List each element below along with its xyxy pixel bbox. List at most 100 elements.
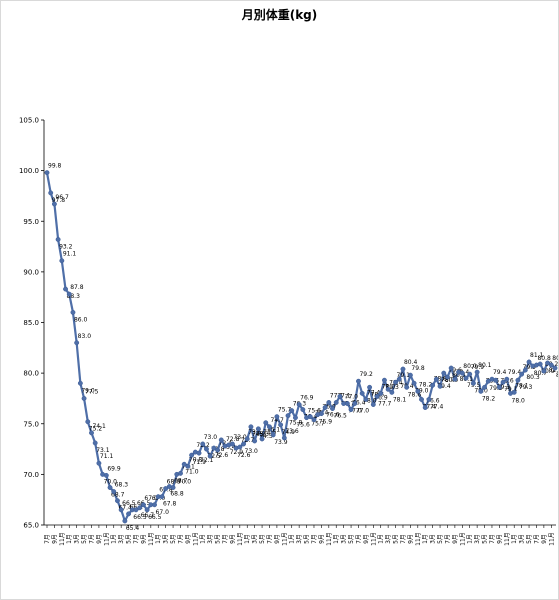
data-point xyxy=(270,432,276,438)
data-label: 70.8 xyxy=(189,456,203,463)
data-point xyxy=(289,408,295,414)
data-label: 73.0 xyxy=(204,434,218,441)
data-point xyxy=(393,379,399,385)
x-tick-label: 5月 xyxy=(170,534,177,544)
data-point xyxy=(448,365,454,371)
data-point xyxy=(244,436,250,442)
data-point xyxy=(137,505,143,511)
data-point xyxy=(248,424,254,430)
data-point xyxy=(300,407,306,413)
x-tick-label: 5月 xyxy=(126,534,133,544)
data-label: 71.1 xyxy=(100,453,114,460)
x-tick-label: 1月 xyxy=(378,534,385,544)
x-tick-label: 7月 xyxy=(88,534,95,544)
data-label: 78.7 xyxy=(441,376,455,383)
data-point xyxy=(278,422,284,428)
data-point xyxy=(85,419,91,425)
data-label: 73.5 xyxy=(248,429,262,436)
x-tick-label: 1月 xyxy=(66,534,73,544)
data-label: 80.3 xyxy=(526,374,540,381)
data-label: 71.0 xyxy=(185,468,199,475)
x-tick-label: 3月 xyxy=(341,534,348,544)
x-tick-label: 7月 xyxy=(444,534,451,544)
x-tick-label: 3月 xyxy=(252,534,259,544)
data-point xyxy=(407,372,413,378)
data-point xyxy=(259,436,265,442)
data-label: 73.0 xyxy=(245,448,259,455)
data-label: 68.6 xyxy=(167,479,181,486)
data-label: 72.9 xyxy=(230,449,244,456)
data-label: 78.2 xyxy=(482,395,496,402)
data-point xyxy=(89,430,94,436)
data-label: 72.8 xyxy=(226,436,240,443)
x-tick-label: 9月 xyxy=(96,534,103,544)
x-tick-label: 11月 xyxy=(148,532,155,546)
data-label: 75.2 xyxy=(89,426,103,433)
data-point xyxy=(367,384,373,390)
data-point xyxy=(318,411,324,417)
data-label: 76.6 xyxy=(426,398,440,405)
data-point xyxy=(445,374,450,380)
data-point xyxy=(118,507,124,513)
x-tick-label: 9月 xyxy=(318,534,325,544)
data-point xyxy=(356,378,361,384)
data-point xyxy=(126,511,132,517)
data-label: 77.0 xyxy=(348,408,362,415)
data-point xyxy=(215,447,221,453)
data-label: 78.8 xyxy=(434,375,448,382)
y-tick-label: 90.0 xyxy=(23,268,39,276)
data-point xyxy=(241,441,246,447)
y-tick-label: 80.0 xyxy=(23,370,39,378)
data-label: 83.0 xyxy=(78,333,92,340)
data-point xyxy=(337,393,343,399)
data-label: 70.0 xyxy=(178,478,192,485)
data-label: 67.0 xyxy=(144,495,158,502)
data-point xyxy=(44,170,50,176)
data-point xyxy=(296,402,302,407)
data-label: 79.9 xyxy=(471,364,485,371)
data-label: 77.5 xyxy=(85,388,99,395)
data-label: 79.1 xyxy=(504,386,518,393)
data-label: 67.0 xyxy=(156,509,170,516)
data-point xyxy=(211,445,217,451)
x-tick-label: 9月 xyxy=(541,534,548,544)
data-point xyxy=(459,370,465,376)
data-label: 72.4 xyxy=(219,440,233,447)
x-tick-label: 1月 xyxy=(422,534,429,544)
data-label: 74.9 xyxy=(282,429,296,436)
x-tick-label: 9月 xyxy=(229,534,236,544)
x-tick-label: 3月 xyxy=(296,534,303,544)
data-label: 77.1 xyxy=(330,392,344,399)
data-point xyxy=(152,502,157,508)
data-point xyxy=(482,384,487,390)
data-label: 72.6 xyxy=(215,452,229,459)
data-label: 80.1 xyxy=(478,362,492,369)
data-label: 91.1 xyxy=(63,251,77,258)
data-point xyxy=(552,365,558,371)
data-point xyxy=(441,370,447,376)
data-label: 81.1 xyxy=(530,352,544,359)
data-label: 68.7 xyxy=(174,478,188,485)
data-point xyxy=(74,340,80,346)
data-label: 67.8 xyxy=(163,501,177,508)
data-label: 77.4 xyxy=(423,403,437,410)
data-point xyxy=(396,376,402,382)
data-label: 75.7 xyxy=(311,421,325,428)
data-point xyxy=(229,441,235,447)
data-label: 79.3 xyxy=(385,384,399,391)
data-point xyxy=(430,382,436,388)
data-point xyxy=(281,435,287,441)
x-tick-label: 11月 xyxy=(59,532,66,546)
data-label: 67.4 xyxy=(118,505,132,512)
x-tick-label: 1月 xyxy=(111,534,118,544)
data-label: 77.7 xyxy=(378,400,392,407)
data-label: 72.5 xyxy=(207,453,221,460)
y-tick-label: 105.0 xyxy=(19,117,39,125)
data-label: 68.8 xyxy=(170,491,184,498)
x-tick-label: 11月 xyxy=(548,532,555,546)
x-tick-label: 3月 xyxy=(207,534,214,544)
data-label: 74.1 xyxy=(92,423,106,430)
data-point xyxy=(370,402,376,407)
x-tick-label: 5月 xyxy=(348,534,355,544)
data-point xyxy=(541,368,547,374)
